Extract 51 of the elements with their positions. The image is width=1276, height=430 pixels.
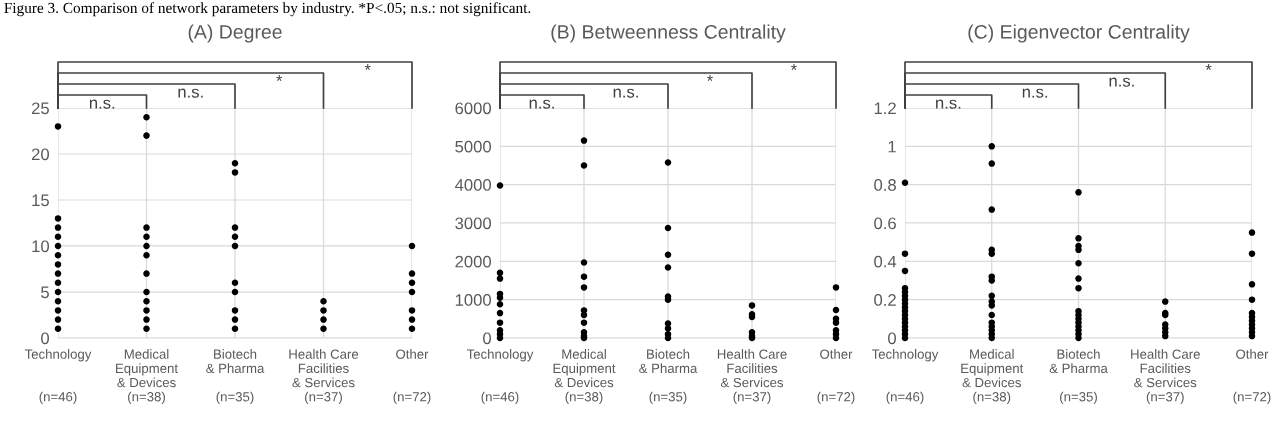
text: n.s.	[613, 88, 638, 98]
y-tick-label: 5000	[455, 140, 492, 153]
caption: Figure 3. Comparison of network parameters by industry. *P<.05; n.s.: not significant.	[4, 2, 531, 17]
chart-title: (C) Eigenvector Centrality	[968, 24, 1190, 43]
y-tick-label: 0.6	[874, 217, 896, 230]
x-tick-label: Medical Equipment & Devices (n=38)	[961, 349, 1024, 405]
x-tick-label: Health Care Facilities & Services (n=37)	[1131, 349, 1200, 405]
y-tick-label: 1	[888, 140, 896, 153]
text: n.s.	[178, 88, 203, 98]
y-tick-label: 1.2	[874, 102, 896, 115]
y-tick-label: 0.4	[874, 255, 897, 268]
y-tick-label: 0	[483, 332, 492, 345]
chart-title: (B) Betweenness Centrality	[551, 24, 786, 43]
category-label: Technology (n=46)	[871, 349, 939, 405]
annotation: n.s.	[529, 99, 554, 109]
text: n.s.	[1022, 88, 1048, 98]
y-tick-label: 10	[32, 240, 50, 253]
y-tick-label: 0	[888, 332, 897, 345]
y-tick-label: 0	[41, 332, 50, 345]
text: n.s.	[1109, 77, 1134, 87]
y-tick-label: 2000	[455, 255, 492, 268]
category-label: Other (n=72)	[817, 349, 855, 405]
category-label: Other (n=72)	[393, 349, 431, 405]
annotation: n.s.	[936, 99, 961, 109]
category-label: Biotech & Pharma (n=35)	[639, 349, 698, 405]
y-tick-label: 6000	[455, 102, 492, 115]
y-tick-label: 20	[31, 148, 50, 161]
category-label: Biotech & Pharma (n=35)	[1049, 349, 1108, 405]
y-tick-label: 0.8	[874, 179, 896, 191]
y-tick-label: 3000	[455, 217, 492, 230]
text: *	[276, 75, 283, 81]
category-label: Biotech & Pharma (n=35)	[206, 349, 265, 405]
y-tick-label: 4000	[454, 179, 492, 191]
text: *	[791, 64, 797, 70]
category-label: Technology (n=46)	[24, 349, 92, 405]
x-tick-label: Medical Equipment & Devices (n=38)	[116, 349, 178, 405]
y-tick-label: 25	[31, 102, 49, 115]
y-tick-label: 5	[41, 286, 49, 299]
category-label: Other (n=72)	[1233, 349, 1271, 405]
text: *	[707, 75, 713, 81]
x-tick-label: Health Care Facilities & Services (n=37)	[289, 349, 359, 405]
text: *	[1205, 64, 1212, 70]
annotation: n.s.	[89, 99, 115, 109]
y-tick-label: 15	[32, 194, 49, 207]
chart-title: (A) Degree	[188, 24, 282, 43]
y-tick-label: 0.2	[874, 294, 896, 306]
x-tick-label: Medical Equipment & Devices (n=38)	[553, 349, 616, 405]
category-label: Technology (n=46)	[466, 349, 534, 405]
y-tick-label: 1000	[455, 294, 492, 306]
text: *	[364, 64, 371, 70]
x-tick-label: Health Care Facilities & Services (n=37)	[717, 349, 787, 405]
